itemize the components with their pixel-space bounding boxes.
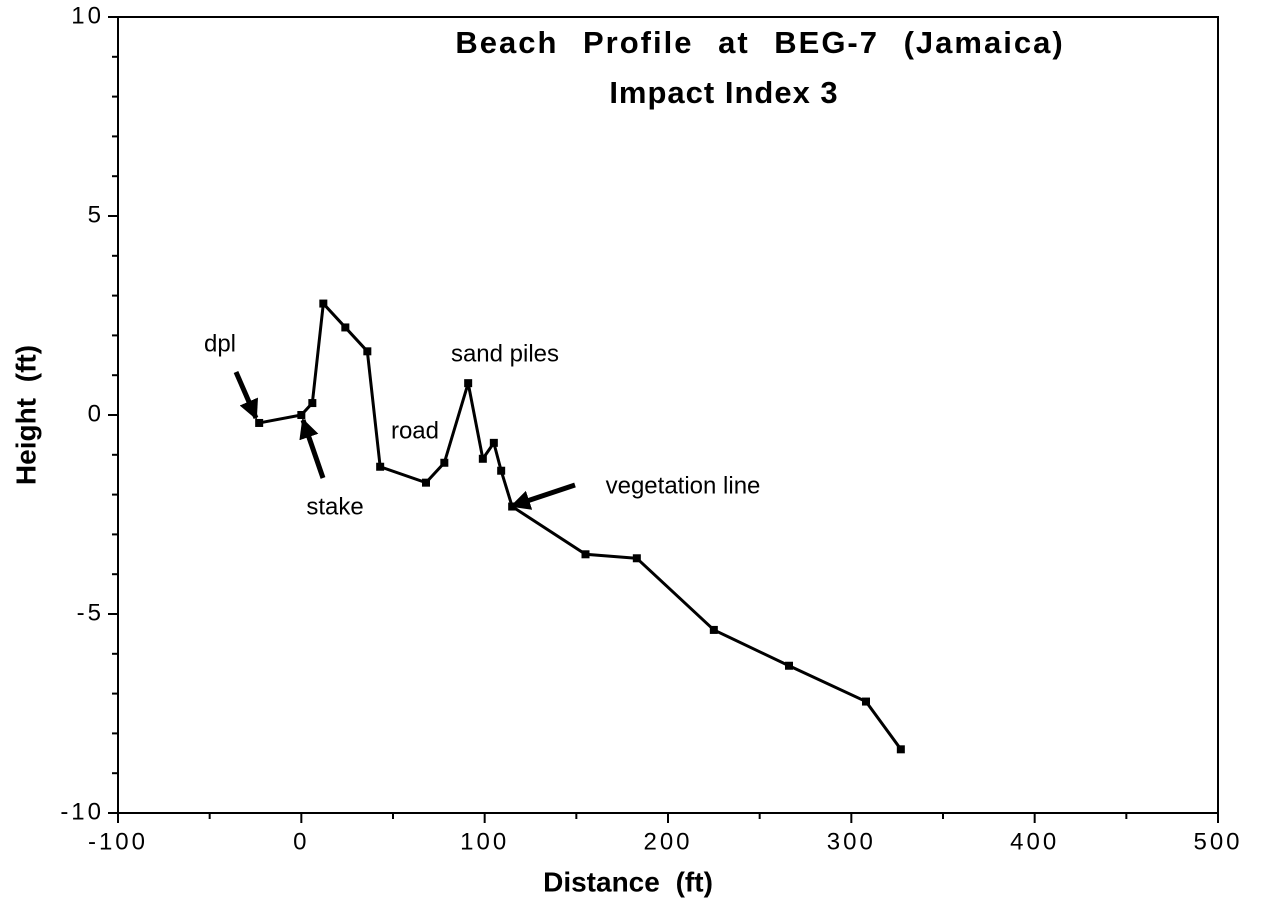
annotation: road <box>391 417 439 444</box>
y-tick-label: 10 <box>71 2 104 29</box>
point-marker <box>581 550 590 559</box>
point-marker <box>255 418 264 427</box>
x-tick-label: -100 <box>88 828 148 855</box>
annotation: sand piles <box>451 340 559 367</box>
point-marker <box>308 399 317 408</box>
x-axis-label: Distance (ft) <box>543 866 713 897</box>
point-marker <box>319 299 328 308</box>
profile-line <box>258 300 903 751</box>
point-marker <box>341 323 350 332</box>
point-marker <box>508 502 517 511</box>
x-tick-label: 0 <box>293 828 309 855</box>
point-marker <box>478 454 487 463</box>
point-marker <box>862 697 870 706</box>
point-marker <box>363 347 372 356</box>
x-tick-label: 500 <box>1193 828 1242 855</box>
point-marker <box>497 466 506 475</box>
point-marker <box>785 661 793 670</box>
arrow <box>233 371 259 420</box>
point-marker <box>489 438 498 447</box>
arrow <box>299 418 326 479</box>
y-tick-label: -5 <box>77 599 104 626</box>
annotation: dpl <box>204 330 236 357</box>
y-tick-label: -10 <box>60 798 104 825</box>
point-marker <box>896 745 905 754</box>
point-marker <box>376 462 385 471</box>
point-marker <box>464 379 473 388</box>
y-tick-label: 5 <box>88 201 104 228</box>
annotation: vegetation line <box>606 472 761 499</box>
x-tick-label: 200 <box>643 828 692 855</box>
annotation: stake <box>306 493 363 520</box>
arrow <box>510 482 576 510</box>
point-marker <box>709 625 718 634</box>
point-marker <box>632 554 641 563</box>
y-tick-label: 0 <box>88 400 104 427</box>
x-tick-label: 100 <box>460 828 509 855</box>
plot-frame <box>117 16 1219 814</box>
y-axis-label: Height (ft) <box>10 345 41 485</box>
x-tick-label: 300 <box>827 828 876 855</box>
point-marker <box>297 411 306 419</box>
chart-title: Beach Profile at BEG-7 (Jamaica) <box>455 25 1064 60</box>
point-marker <box>440 458 449 467</box>
chart-subtitle: Impact Index 3 <box>609 75 838 110</box>
point-marker <box>422 478 430 487</box>
x-tick-label: 400 <box>1010 828 1059 855</box>
